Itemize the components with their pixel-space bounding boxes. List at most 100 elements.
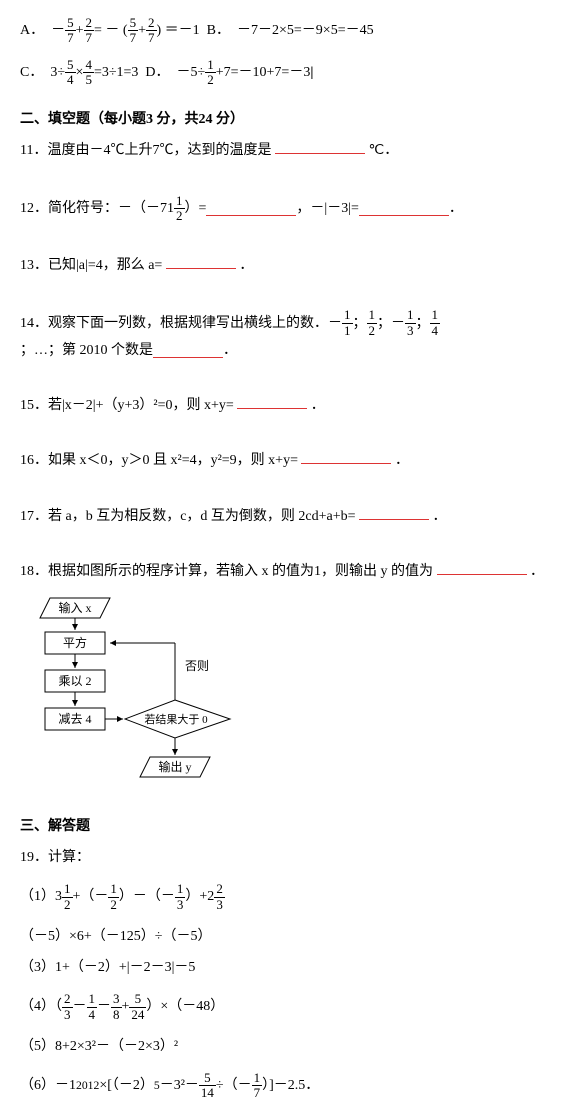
c6a: （6）－1 xyxy=(20,1073,76,1098)
flow-sub4: 减去 4 xyxy=(58,712,91,726)
q18-b: ． xyxy=(530,564,544,579)
q19: 19．计算： xyxy=(20,845,568,870)
blank xyxy=(437,560,527,575)
q16: 16．如果 x＜0，y＞0 且 x²=4，y²=9，则 x+y= ． xyxy=(20,448,568,473)
frac: 27 xyxy=(84,16,95,46)
c1c: ）－（－ xyxy=(119,884,175,909)
plus: + xyxy=(76,18,84,43)
q16-a: 16．如果 x＜0，y＞0 且 x²=4，y²=9，则 x+y= xyxy=(20,453,298,468)
c4b: － xyxy=(73,994,87,1019)
frac: 17 xyxy=(252,1071,263,1101)
section-2-title: 二、填空题（每小题3 分，共24 分） xyxy=(20,107,568,132)
q12-b: ）= xyxy=(185,196,207,221)
c1b: +（－ xyxy=(73,884,109,909)
frac: 14 xyxy=(430,308,441,338)
calc-4: （4）（ 23 － 14 － 38 + 524 ）×（－48） xyxy=(20,992,224,1022)
frac: 514 xyxy=(199,1071,216,1101)
blank xyxy=(206,201,296,216)
frac: 12 xyxy=(108,882,119,912)
q12-c: ，－|－3|= xyxy=(296,196,359,221)
frac: 11 xyxy=(342,308,353,338)
q14: 14．观察下面一列数，根据规律写出横线上的数．－ 11 ； 12 ；－ 13 ；… xyxy=(20,308,568,363)
blank xyxy=(359,201,449,216)
q12-a: 12．简化符号：－（－71 xyxy=(20,196,174,221)
c4e: ）×（－48） xyxy=(146,994,224,1019)
q15-a: 15．若|x－2|+（y+3）²=0，则 x+y= xyxy=(20,398,234,413)
c4a: （4）（ xyxy=(20,994,62,1019)
frac: 27 xyxy=(146,16,157,46)
c6b: ×[（－2） xyxy=(99,1073,154,1098)
option-row-cd: C． 3÷ 54 × 45 =3÷1=3 D． －5÷ 12 +7=－10+7=… xyxy=(20,58,313,88)
q11-end: ℃． xyxy=(368,143,398,158)
q15-b: ． xyxy=(311,398,325,413)
calc-6: （6）－12012 ×[（－2）5 －3²－ 514 ÷（－ 17 ）]－2.5… xyxy=(20,1071,319,1101)
flow-times2: 乘以 2 xyxy=(58,674,91,688)
frac: 13 xyxy=(175,882,186,912)
c6c: －3²－ xyxy=(160,1073,199,1098)
calc-3: （3）1+（－2）+|－2－3|－5 xyxy=(20,955,568,980)
q13-a: 13．已知|a|=4，那么 a= xyxy=(20,258,162,273)
c4c: － xyxy=(97,994,111,1019)
option-b-label: B． xyxy=(207,18,230,43)
q17-a: 17．若 a，b 互为相反数，c，d 互为倒数，则 2cd+a+b= xyxy=(20,509,356,524)
q15: 15．若|x－2|+（y+3）²=0，则 x+y= ． xyxy=(20,393,568,418)
frac: 23 xyxy=(62,992,73,1022)
q17: 17．若 a，b 互为相反数，c，d 互为倒数，则 2cd+a+b= ． xyxy=(20,504,568,529)
q17-b: ． xyxy=(433,509,447,524)
c6e: ）]－2.5． xyxy=(262,1073,319,1098)
section-3-title: 三、解答题 xyxy=(20,814,568,839)
q14-a: 14．观察下面一列数，根据规律写出横线上的数．－ xyxy=(20,311,342,336)
c1a: （1）3 xyxy=(20,884,62,909)
blank xyxy=(153,343,223,358)
q12-d: ． xyxy=(449,196,463,221)
q11: 11．温度由－4℃上升7℃，达到的温度是 ℃． xyxy=(20,138,568,163)
sup: 2012 xyxy=(76,1075,99,1096)
option-d-label: D． xyxy=(145,60,169,85)
plus: + xyxy=(138,18,146,43)
frac: 45 xyxy=(83,58,94,88)
blank xyxy=(166,254,236,269)
sep: ； xyxy=(416,311,430,336)
post: =3÷1=3 xyxy=(94,60,138,85)
q12: 12．简化符号：－（－71 12 ）= ，－|－3|= ． xyxy=(20,194,463,224)
option-c-label: C． xyxy=(20,60,43,85)
flow-square: 平方 xyxy=(63,635,87,650)
pre: 3÷ xyxy=(50,60,65,85)
calc-1: （1）3 12 +（－ 12 ）－（－ 13 ）+2 23 xyxy=(20,882,225,912)
cursor: | xyxy=(310,60,313,85)
post: +7=－10+7=－3 xyxy=(216,60,311,85)
flow-cond: 若结果大于 0 xyxy=(144,712,208,726)
flow-else: 否则 xyxy=(185,659,209,673)
blank xyxy=(359,505,429,520)
frac: 57 xyxy=(128,16,139,46)
frac: 14 xyxy=(87,992,98,1022)
neg: － xyxy=(51,18,65,43)
times: × xyxy=(76,60,84,85)
c6d: ÷（－ xyxy=(216,1073,252,1098)
option-b-text: －7－2×5=－9×5=－45 xyxy=(237,18,374,43)
pre: －5÷ xyxy=(177,60,206,85)
c1d: ）+2 xyxy=(185,884,214,909)
frac: 524 xyxy=(129,992,146,1022)
sep: ； xyxy=(353,311,367,336)
frac: 57 xyxy=(65,16,76,46)
blank xyxy=(301,449,391,464)
frac: 12 xyxy=(205,58,216,88)
flow-output: 输出 y xyxy=(158,759,191,774)
result: ) ＝－1 xyxy=(157,18,200,43)
frac: 54 xyxy=(65,58,76,88)
frac: 23 xyxy=(214,882,225,912)
flow-input: 输入 x xyxy=(58,600,91,615)
calc-2: （－5）×6+（－125）÷（－5） xyxy=(20,924,568,949)
eq: = － ( xyxy=(94,18,128,43)
q13-b: ． xyxy=(239,258,253,273)
q13: 13．已知|a|=4，那么 a= ． xyxy=(20,253,568,278)
frac: 12 xyxy=(174,194,185,224)
frac: 38 xyxy=(111,992,122,1022)
option-a-label: A． xyxy=(20,18,44,43)
blank xyxy=(237,394,307,409)
frac: 12 xyxy=(62,882,73,912)
frac: 13 xyxy=(405,308,416,338)
q11-text: 11．温度由－4℃上升7℃，达到的温度是 xyxy=(20,143,271,158)
sep: ；－ xyxy=(377,311,405,336)
